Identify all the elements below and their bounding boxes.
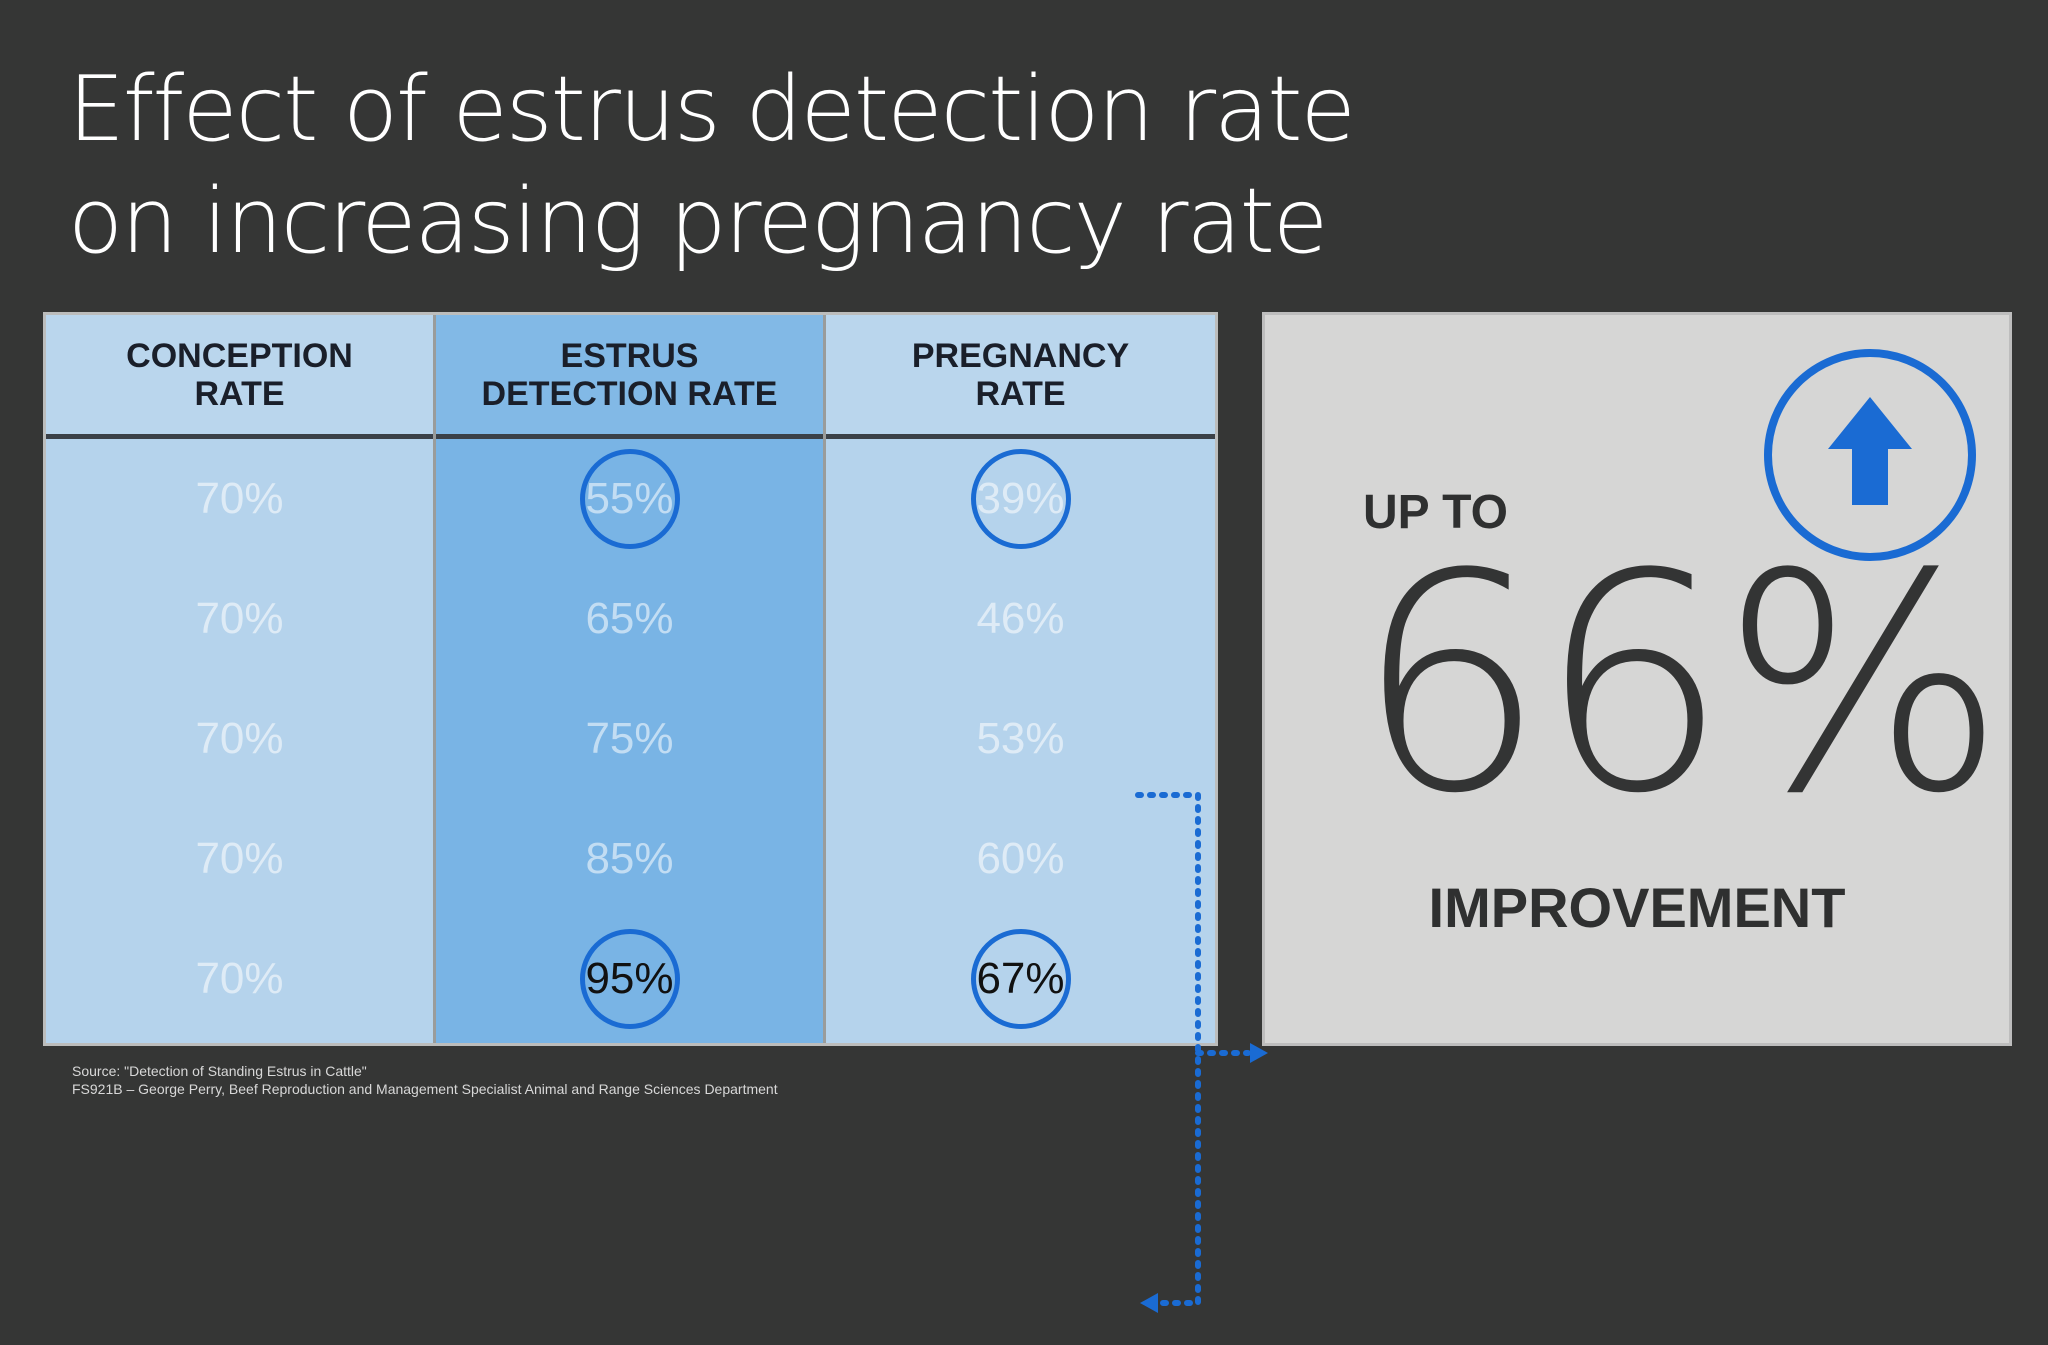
column-header: ESTRUS DETECTION RATE bbox=[436, 315, 823, 439]
improvement-callout: UP TO 66% IMPROVEMENT bbox=[1262, 312, 2012, 1046]
highlight-circle bbox=[970, 449, 1071, 549]
table-cell: 70% bbox=[195, 954, 284, 1003]
estrus-detection-column: ESTRUS DETECTION RATE 55% 65% 75% 85% 95% bbox=[436, 315, 823, 1043]
table-cell: 95% bbox=[436, 919, 823, 1039]
column-header: PREGNANCY RATE bbox=[826, 315, 1215, 439]
table-cell: 53% bbox=[976, 714, 1065, 763]
header-line: PREGNANCY bbox=[911, 336, 1130, 375]
rates-table: CONCEPTION RATE 70% 70% 70% 70% 70% ESTRUS D… bbox=[43, 312, 1268, 1313]
table-cell: 60% bbox=[976, 834, 1065, 883]
title-line-2: on increasing pregnancy rate bbox=[68, 169, 1328, 274]
slide-title: Effect of estrus detection rate on incre… bbox=[68, 54, 1356, 278]
header-line: RATE bbox=[975, 374, 1066, 413]
table-cell: 46% bbox=[976, 594, 1065, 643]
conception-rate-column: CONCEPTION RATE 70% 70% 70% 70% 70% bbox=[46, 315, 433, 1043]
source-line-2: FS921B – George Perry, Beef Reproduction… bbox=[72, 1081, 778, 1097]
table-cell: 55% bbox=[436, 439, 823, 559]
table-cell: 70% bbox=[195, 834, 284, 883]
header-line: RATE bbox=[194, 374, 285, 413]
table-cell: 70% bbox=[195, 594, 284, 643]
up-to-label: UP TO bbox=[1363, 486, 1508, 539]
table-cell: 70% bbox=[195, 714, 284, 763]
header-line: DETECTION RATE bbox=[481, 374, 778, 413]
table-cell: 75% bbox=[585, 714, 674, 763]
highlight-circle bbox=[970, 929, 1071, 1029]
highlight-circle bbox=[579, 929, 680, 1029]
source-line-1: Source: "Detection of Standing Estrus in… bbox=[72, 1063, 367, 1079]
improvement-label: IMPROVEMENT bbox=[1428, 876, 1846, 939]
title-line-1: Effect of estrus detection rate bbox=[68, 57, 1356, 162]
table-cell: 70% bbox=[195, 474, 284, 523]
arrow-up-circle-icon bbox=[1764, 349, 1976, 561]
header-line: ESTRUS bbox=[560, 336, 699, 375]
improvement-value: 66% bbox=[1355, 510, 2006, 859]
highlight-circle bbox=[579, 449, 680, 549]
header-line: CONCEPTION bbox=[126, 336, 353, 375]
column-header: CONCEPTION RATE bbox=[46, 315, 433, 439]
pregnancy-rate-column: PREGNANCY RATE 39% 46% 53% 60% 67% bbox=[826, 315, 1215, 1043]
source-citation: Source: "Detection of Standing Estrus in… bbox=[72, 1062, 778, 1098]
table-cell: 39% bbox=[826, 439, 1215, 559]
table-cell: 85% bbox=[585, 834, 674, 883]
table-cell: 65% bbox=[585, 594, 674, 643]
